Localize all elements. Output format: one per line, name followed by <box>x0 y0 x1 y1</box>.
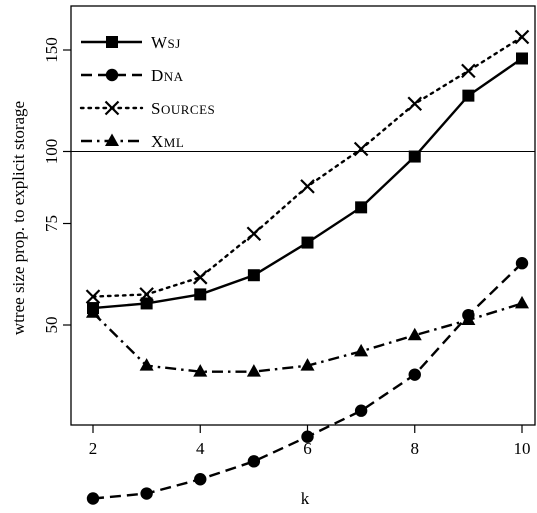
series-layer <box>85 29 530 505</box>
legend-marker-xml <box>105 133 119 146</box>
y-tick-label: 100 <box>42 139 61 165</box>
legend-smallcaps: SJ <box>168 36 181 51</box>
data-point-xml <box>300 358 315 371</box>
legend-smallcaps: OURCES <box>161 102 215 117</box>
data-point-dna <box>301 430 314 443</box>
data-point-sources <box>407 96 423 112</box>
legend-label-wsj: WSJ <box>151 33 181 52</box>
data-point-sources <box>246 226 262 242</box>
axes-layer: 2 4 6 8 10 50 75 100 150 <box>42 5 536 458</box>
x-axis-label: k <box>301 489 310 508</box>
x-tick-label: 8 <box>411 439 420 458</box>
data-point-xml <box>461 312 476 326</box>
x-tick-label: 10 <box>514 439 531 458</box>
y-axis-label: wtree size prop. to explicit storage <box>9 101 28 335</box>
series-line-dna <box>92 262 523 500</box>
data-point-wsj <box>247 269 260 282</box>
data-point-wsj <box>355 201 368 214</box>
data-point-xml <box>139 358 154 371</box>
data-point-wsj <box>408 150 421 163</box>
data-point-xml <box>246 364 261 377</box>
data-point-xml <box>86 305 100 318</box>
y-tick-label: 150 <box>42 37 61 63</box>
series-sources <box>85 29 530 304</box>
y-tick-label: 50 <box>42 317 61 334</box>
data-point-wsj <box>140 297 153 310</box>
data-point-dna <box>140 487 153 500</box>
legend-marker-sources <box>104 100 120 116</box>
data-point-xml <box>354 343 369 357</box>
data-point-sources <box>514 29 530 45</box>
data-point-dna <box>354 404 368 417</box>
data-point-dna <box>247 455 261 468</box>
legend-label-sources: SOURCES <box>151 99 215 118</box>
x-tick-label: 2 <box>89 439 98 458</box>
data-point-wsj <box>301 236 314 249</box>
data-point-wsj <box>194 288 207 301</box>
legend-smallcaps: ML <box>164 135 185 150</box>
legend-initial: X <box>151 132 164 151</box>
data-point-dna <box>86 492 100 505</box>
series-wsj <box>87 52 528 315</box>
legend-initial: S <box>151 99 161 118</box>
data-point-sources <box>353 141 369 157</box>
data-point-wsj <box>516 52 528 65</box>
data-point-sources <box>461 63 476 79</box>
data-point-dna <box>194 473 207 486</box>
data-point-sources <box>192 270 208 285</box>
data-point-dna <box>408 368 421 381</box>
legend-marker-dna <box>105 68 119 82</box>
series-line-wsj <box>92 57 523 310</box>
data-point-dna <box>515 257 529 270</box>
plot-frame <box>70 5 536 426</box>
data-point-wsj <box>462 89 475 102</box>
data-point-xml <box>515 295 529 309</box>
data-point-xml <box>193 364 208 377</box>
legend-label-xml: XML <box>151 132 184 151</box>
data-point-sources <box>300 179 315 194</box>
series-xml <box>86 295 529 377</box>
legend-label-dna: DNA <box>151 66 184 85</box>
data-point-xml <box>407 327 422 341</box>
data-point-sources <box>139 287 154 302</box>
x-tick-label: 4 <box>196 439 205 458</box>
series-dna <box>86 257 529 505</box>
x-tick-label: 6 <box>303 439 312 458</box>
legend-smallcaps: NA <box>164 69 184 84</box>
data-point-sources <box>85 289 101 304</box>
legend-initial: D <box>151 66 164 85</box>
legend-initial: W <box>151 33 168 52</box>
legend-marker-wsj <box>106 36 118 48</box>
y-tick-label: 75 <box>42 215 61 232</box>
